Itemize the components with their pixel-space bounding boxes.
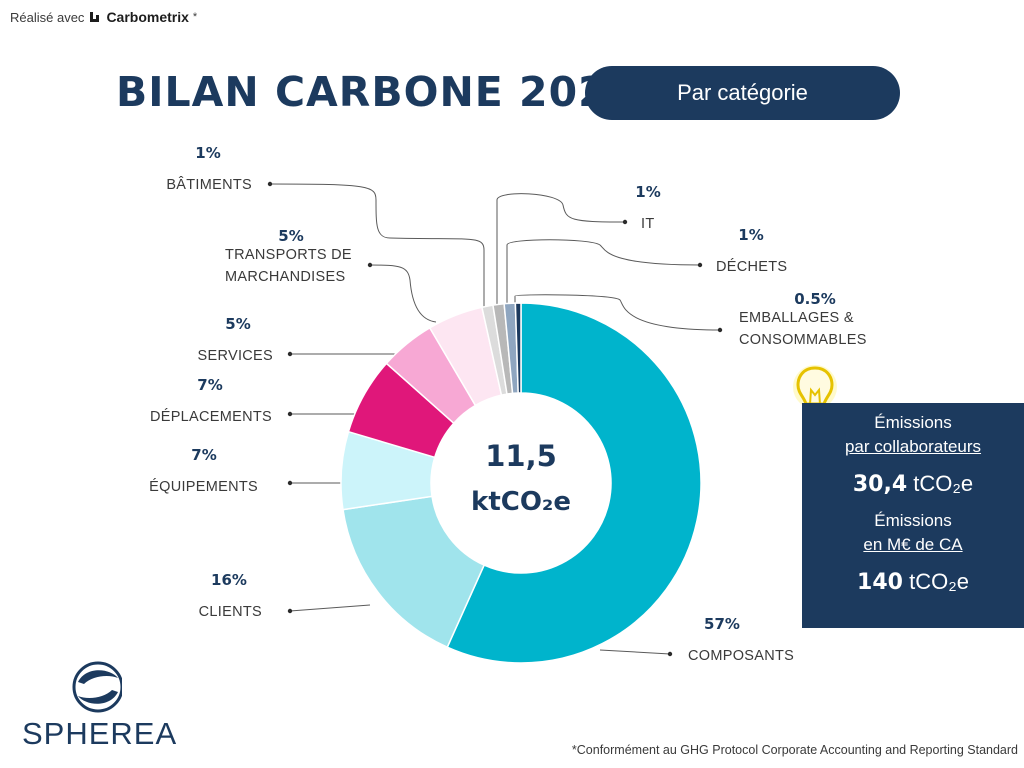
slice-pct-label-6: 1% bbox=[195, 144, 220, 162]
leader-dot-9 bbox=[717, 327, 723, 333]
revenue-sub: en M€ de CA bbox=[863, 535, 963, 554]
leader-dot-2 bbox=[287, 480, 293, 486]
total-unit: ktCO₂e bbox=[471, 487, 571, 517]
slice-pct-label-2: 7% bbox=[191, 446, 216, 464]
employees-sub: par collaborateurs bbox=[844, 437, 982, 456]
leader-line-5 bbox=[369, 264, 437, 323]
leader-line-0 bbox=[599, 649, 671, 655]
footnote: *Conformément au GHG Protocol Corporate … bbox=[571, 743, 1018, 757]
slice-name-label-0: COMPOSANTS bbox=[688, 648, 794, 664]
leader-dot-3 bbox=[287, 411, 293, 417]
slice-name-label-7: IT bbox=[641, 216, 655, 232]
slice-9 bbox=[514, 302, 522, 394]
leader-line-6 bbox=[269, 183, 485, 308]
slice-name-label-2: ÉQUIPEMENTS bbox=[149, 478, 258, 495]
intensity-panel: Émissions par collaborateurs 30,4 tCO₂e … bbox=[802, 403, 1024, 628]
employees-metric: 30,4 tCO₂e bbox=[802, 471, 1024, 497]
slice-name-label-1: CLIENTS bbox=[199, 604, 262, 620]
credit-brand: Carbometrix bbox=[106, 9, 189, 25]
slice-labels: 57% COMPOSANTS 16% CLIENTS 7% ÉQUIPEMENTS 7% DÉ… bbox=[149, 144, 867, 664]
leader-dot-6 bbox=[267, 181, 273, 187]
carbometrix-logo-icon bbox=[90, 12, 100, 22]
slice-name-label-4: SERVICES bbox=[198, 348, 273, 364]
credit-mark: * bbox=[192, 11, 198, 23]
total-value: 11,5 bbox=[485, 439, 557, 473]
leader-dot-8 bbox=[697, 262, 703, 268]
slice-pct-label-4: 5% bbox=[225, 315, 250, 333]
leader-line-8 bbox=[506, 239, 701, 304]
slice-pct-label-0: 57% bbox=[704, 615, 740, 633]
revenue-unit: tCO₂e bbox=[909, 569, 969, 594]
credit-prefix: Réalisé avec bbox=[10, 9, 85, 25]
leader-dot-0 bbox=[667, 651, 673, 657]
leader-dot-4 bbox=[287, 351, 293, 357]
slice-pct-label-3: 7% bbox=[197, 376, 222, 394]
revenue-value: 140 bbox=[857, 570, 903, 595]
employees-unit: tCO₂e bbox=[913, 471, 974, 496]
slice-name-label-6: BÂTIMENTS bbox=[166, 176, 252, 193]
slice-pct-label-5: 5% bbox=[278, 227, 303, 245]
slice-0 bbox=[446, 302, 702, 664]
slice-name-label-3: DÉPLACEMENTS bbox=[150, 408, 272, 425]
spherea-logo-text: SPHEREA bbox=[22, 716, 178, 751]
spherea-logo-icon bbox=[72, 661, 122, 713]
slices bbox=[340, 302, 702, 664]
slice-name-label-8: DÉCHETS bbox=[716, 258, 787, 275]
category-pill: Par catégorie bbox=[585, 66, 900, 120]
slice-name-label-9: EMBALLAGES & CONSOMMABLES bbox=[739, 310, 867, 348]
leader-dot-1 bbox=[287, 608, 293, 614]
revenue-heading: Émissions bbox=[874, 511, 952, 530]
employees-value: 30,4 bbox=[852, 472, 908, 497]
revenue-metric: 140 tCO₂e bbox=[802, 569, 1024, 595]
slice-pct-label-7: 1% bbox=[635, 183, 660, 201]
leader-dot-5 bbox=[367, 262, 373, 268]
leader-lines bbox=[267, 181, 723, 657]
slice-name-label-5: TRANSPORTS DE MARCHANDISES bbox=[225, 247, 352, 285]
slice-pct-label-9: 0.5% bbox=[794, 290, 836, 308]
leader-dot-7 bbox=[622, 219, 628, 225]
credit-line: Réalisé avec Carbometrix * bbox=[10, 9, 197, 25]
slice-pct-label-8: 1% bbox=[738, 226, 763, 244]
page-title: BILAN CARBONE 2023 bbox=[116, 68, 638, 116]
slice-1 bbox=[342, 495, 486, 649]
slice-pct-label-1: 16% bbox=[211, 571, 247, 589]
leader-line-1 bbox=[289, 604, 371, 612]
leader-line-9 bbox=[514, 294, 721, 331]
leader-line-7 bbox=[496, 193, 626, 306]
employees-heading: Émissions bbox=[874, 413, 952, 432]
